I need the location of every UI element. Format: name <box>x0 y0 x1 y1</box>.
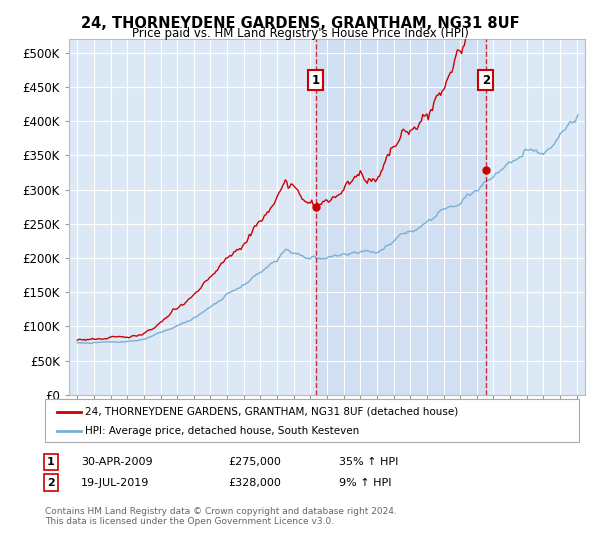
Text: 30-APR-2009: 30-APR-2009 <box>81 457 152 467</box>
Text: 9% ↑ HPI: 9% ↑ HPI <box>339 478 391 488</box>
Text: Contains HM Land Registry data © Crown copyright and database right 2024.
This d: Contains HM Land Registry data © Crown c… <box>45 507 397 526</box>
Text: 2: 2 <box>482 74 490 87</box>
Text: £328,000: £328,000 <box>228 478 281 488</box>
Text: 24, THORNEYDENE GARDENS, GRANTHAM, NG31 8UF: 24, THORNEYDENE GARDENS, GRANTHAM, NG31 … <box>80 16 520 31</box>
Text: 2: 2 <box>47 478 55 488</box>
Text: 1: 1 <box>47 457 55 467</box>
Text: HPI: Average price, detached house, South Kesteven: HPI: Average price, detached house, Sout… <box>85 426 359 436</box>
Bar <box>316 39 486 395</box>
Text: £275,000: £275,000 <box>228 457 281 467</box>
Text: 24, THORNEYDENE GARDENS, GRANTHAM, NG31 8UF (detached house): 24, THORNEYDENE GARDENS, GRANTHAM, NG31 … <box>85 407 458 417</box>
Text: 19-JUL-2019: 19-JUL-2019 <box>81 478 149 488</box>
Text: 35% ↑ HPI: 35% ↑ HPI <box>339 457 398 467</box>
Text: 1: 1 <box>312 74 320 87</box>
Text: Price paid vs. HM Land Registry's House Price Index (HPI): Price paid vs. HM Land Registry's House … <box>131 27 469 40</box>
